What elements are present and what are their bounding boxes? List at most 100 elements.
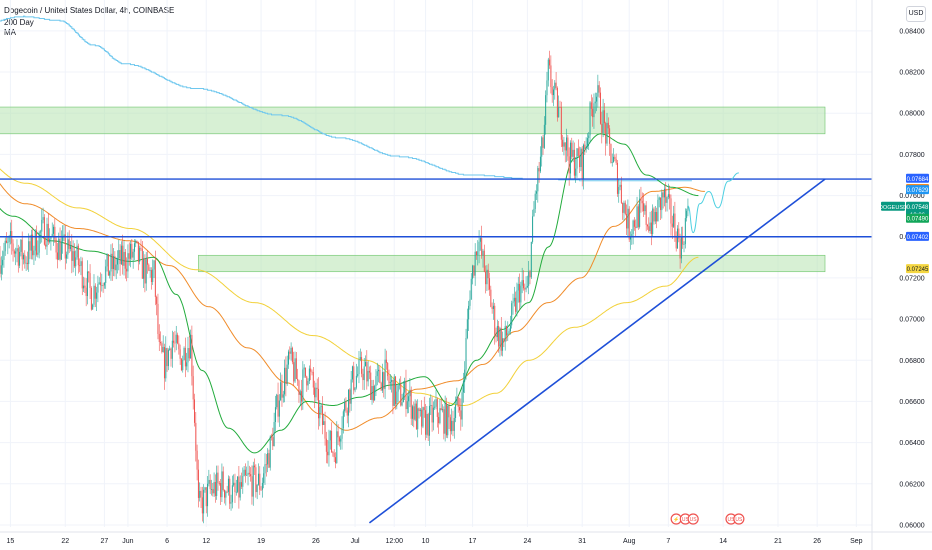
price-label[interactable]: 0.07684 [906, 173, 929, 183]
candle-body [201, 497, 203, 514]
candle-body [29, 241, 31, 251]
support-resistance-zone[interactable] [198, 254, 826, 273]
candle-body [624, 202, 626, 214]
candlestick-series[interactable] [0, 50, 689, 524]
candle-body [103, 282, 105, 286]
ma-yellow-line[interactable] [0, 142, 699, 406]
candle-body [170, 348, 172, 359]
candle-body [368, 370, 370, 373]
candle-body [25, 262, 27, 264]
candle-body [348, 389, 350, 416]
candle-body [393, 376, 395, 406]
price-label[interactable]: 0.07245 [906, 264, 929, 274]
candle-body [132, 251, 134, 258]
candle-body [495, 334, 497, 338]
candle-body [458, 406, 460, 411]
candle-body [503, 338, 505, 342]
price-axis[interactable]: 0.06000 0.06200 0.06400 0.06600 0.06800 0.070… [871, 0, 929, 550]
candle-body [613, 156, 615, 163]
time-axis-tick-label: 12:00 [385, 538, 403, 545]
candle-body [626, 213, 628, 229]
candle-body [269, 436, 271, 468]
candle-body [106, 254, 108, 267]
candle-body [128, 253, 130, 259]
candle-body [199, 490, 201, 498]
candle-body [662, 192, 664, 198]
candle-body [573, 149, 575, 176]
event-marker-glyph: US [735, 517, 743, 523]
candle-body [357, 374, 359, 376]
indicator-label-line1[interactable]: 200 Day [4, 18, 34, 27]
price-label-background [906, 185, 929, 195]
candle-body [63, 234, 65, 236]
time-axis-tick-label: 27 [101, 538, 109, 545]
event-marker[interactable]: US [725, 513, 737, 525]
candle-body [355, 375, 357, 388]
candle-body [210, 489, 212, 490]
candle-body [2, 259, 4, 266]
candle-body [167, 350, 169, 367]
candle-body [68, 239, 70, 249]
candle-body [319, 407, 321, 419]
price-label[interactable]: 0.07629 [906, 185, 929, 195]
price-projection-path[interactable] [687, 172, 739, 234]
price-label[interactable]: 0.07490 [906, 213, 929, 223]
candle-body [521, 280, 523, 286]
candle-body [110, 253, 112, 272]
ma-200-day-line[interactable] [0, 15, 692, 182]
candle-body [315, 387, 317, 398]
candle-body [261, 482, 263, 490]
candle-body [246, 474, 248, 476]
candle-body [635, 226, 637, 228]
candle-body [119, 250, 121, 265]
price-axis-tick-label: 0.07600 [899, 193, 924, 200]
candle-body [380, 382, 382, 391]
price-label[interactable]: 0.07402 [906, 231, 929, 241]
candle-body [444, 402, 446, 434]
event-marker[interactable]: US [733, 513, 745, 525]
candle-body [200, 490, 202, 498]
candle-body [316, 387, 318, 389]
candle-body [496, 325, 498, 338]
candle-body [549, 59, 551, 66]
candle-body [354, 387, 356, 391]
candle-body [448, 405, 450, 418]
candle-body [118, 250, 120, 259]
candle-body [306, 376, 308, 386]
time-axis-tick-label: Jul [351, 538, 360, 545]
ma-orange-line[interactable] [0, 146, 705, 431]
candle-body [499, 328, 501, 347]
candle-body [321, 405, 323, 425]
support-resistance-zone[interactable] [0, 106, 826, 135]
price-label-text: 0.07684 [907, 177, 929, 183]
candle-body [456, 396, 458, 405]
ascending-trend-line[interactable] [368, 178, 826, 524]
candle-body [153, 260, 155, 270]
candle-body [670, 198, 672, 224]
candle-body [435, 399, 437, 407]
candle-body [314, 387, 316, 398]
candle-body [281, 382, 283, 398]
candle-body [442, 409, 444, 411]
candle-body [182, 359, 184, 371]
candle-body [475, 251, 477, 256]
event-marker[interactable]: ⚡ [670, 513, 682, 525]
candle-body [325, 438, 327, 452]
candle-body [666, 197, 668, 203]
candle-body [474, 251, 476, 276]
candle-body [131, 243, 133, 258]
candle-body [678, 228, 680, 239]
event-marker[interactable]: US [687, 513, 699, 525]
candle-body [83, 285, 85, 289]
time-axis-tick-label: 6 [165, 538, 169, 545]
candle-body [358, 359, 360, 375]
candle-body [370, 372, 372, 400]
currency-button[interactable]: USD [906, 6, 926, 22]
candle-body [615, 159, 617, 163]
time-axis[interactable]: 15 22 27 Jun 6 12 19 26 Jul 12:00 10 17 24 31 Aug 7 14 21… [0, 531, 932, 545]
candle-body [257, 473, 259, 485]
candle-body [618, 186, 620, 194]
candle-body [614, 156, 616, 160]
symbol-tag[interactable]: DOGEUSD [879, 201, 907, 211]
